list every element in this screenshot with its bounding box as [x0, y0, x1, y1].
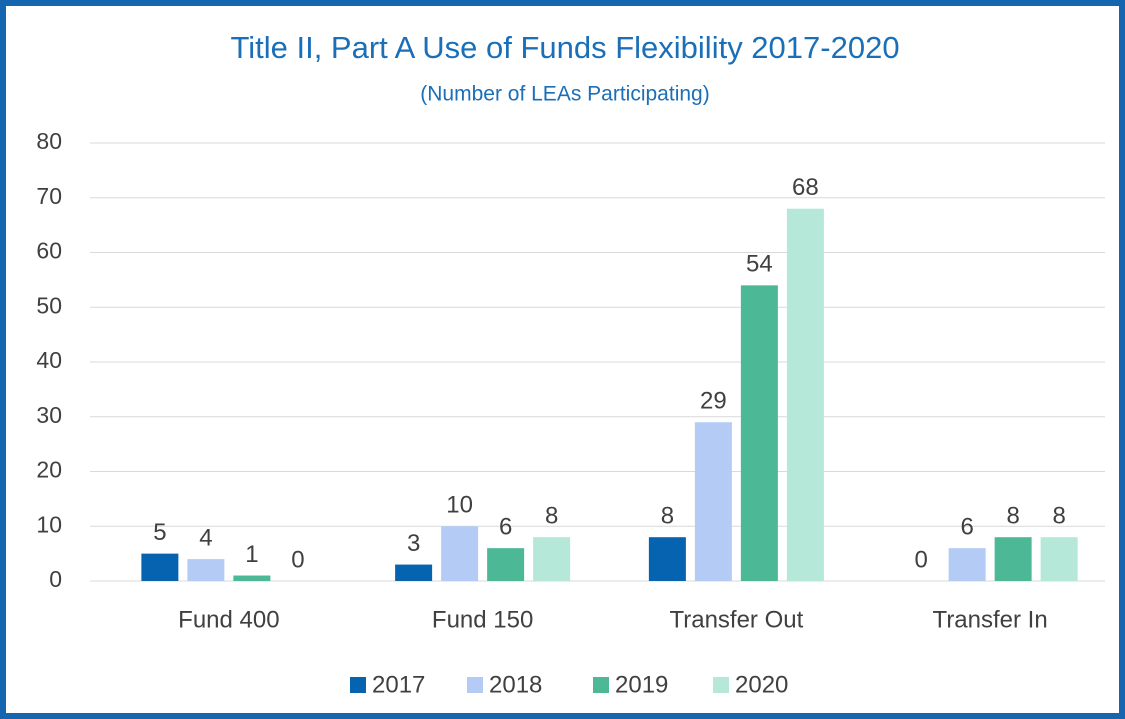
bar: [740, 285, 778, 581]
data-label: 1: [245, 541, 258, 568]
data-label: 8: [1052, 503, 1065, 530]
data-label: 0: [914, 546, 927, 573]
legend-swatch: [713, 677, 729, 693]
y-tick-label: 0: [49, 566, 62, 592]
y-tick-label: 60: [36, 238, 62, 264]
bar: [441, 526, 479, 581]
x-tick-label: Fund 400: [178, 606, 279, 633]
y-tick-label: 40: [36, 347, 62, 373]
y-tick-label: 20: [36, 457, 62, 483]
data-label: 5: [153, 519, 166, 546]
bar: [648, 537, 686, 581]
bar: [994, 537, 1032, 581]
legend-swatch: [593, 677, 609, 693]
data-label: 29: [700, 388, 727, 415]
y-tick-label: 30: [36, 402, 62, 428]
bar: [395, 564, 433, 581]
y-tick-label: 50: [36, 292, 62, 318]
data-label: 6: [499, 513, 512, 540]
data-label: 8: [545, 503, 558, 530]
bar: [141, 553, 179, 581]
legend-swatch: [350, 677, 366, 693]
y-tick-label: 10: [36, 511, 62, 537]
x-tick-label: Transfer Out: [669, 606, 803, 633]
legend-label: 2019: [615, 671, 668, 698]
y-tick-label: 80: [36, 128, 62, 154]
data-label: 0: [291, 546, 304, 573]
data-label: 4: [199, 524, 212, 551]
bar: [948, 548, 986, 581]
legend-swatch: [467, 677, 483, 693]
bar: [786, 208, 824, 581]
data-label: 3: [407, 530, 420, 557]
data-label: 68: [792, 174, 819, 201]
data-label: 8: [661, 503, 674, 530]
data-label: 8: [1006, 503, 1019, 530]
data-label: 54: [746, 251, 773, 278]
bar: [487, 548, 525, 581]
data-label: 10: [446, 492, 473, 519]
legend-label: 2017: [372, 671, 425, 698]
x-tick-label: Fund 150: [432, 606, 533, 633]
x-tick-label: Transfer In: [933, 606, 1048, 633]
bar: [1040, 537, 1078, 581]
bar: [233, 575, 271, 581]
y-tick-label: 70: [36, 183, 62, 209]
bar: [694, 422, 732, 581]
legend-label: 2018: [489, 671, 542, 698]
data-label: 6: [960, 513, 973, 540]
legend-label: 2020: [735, 671, 788, 698]
bar: [187, 559, 225, 581]
chart-subtitle: (Number of LEAs Participating): [420, 83, 709, 106]
bar: [533, 537, 571, 581]
chart-title: Title II, Part A Use of Funds Flexibilit…: [230, 30, 899, 65]
